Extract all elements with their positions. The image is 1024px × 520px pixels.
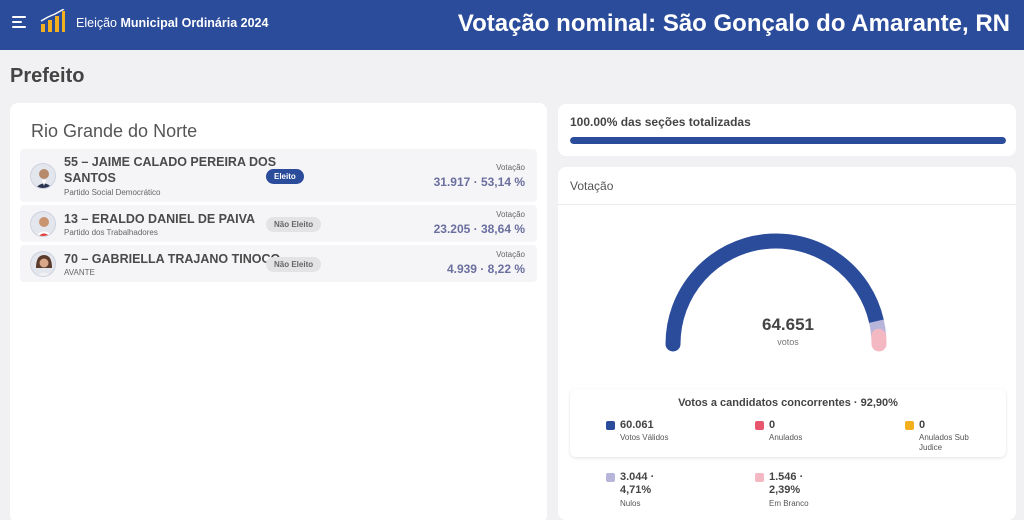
summary-box: Votos a candidatos concorrentes · 92,90%… [570, 389, 1006, 457]
vote-value: 4.939 · 8,22 % [446, 262, 525, 276]
election-prefix: Eleição [76, 16, 117, 30]
state-title: Rio Grande do Norte [31, 121, 198, 141]
legend-dot [755, 473, 764, 482]
candidate-name-line2: SANTOS [64, 171, 116, 185]
vote-label: Votação [496, 163, 525, 172]
vote-label: Votação [496, 210, 525, 219]
legend-label: Votos Válidos [620, 433, 669, 442]
total-votes-unit: votos [777, 337, 799, 347]
legend-value: 60.061 [620, 419, 654, 431]
legend-label: Anulados [769, 433, 803, 442]
vote-value: 31.917 · 53,14 % [433, 175, 525, 189]
candidate-party: Partido Social Democrático [64, 188, 161, 197]
status-badge: Não Eleito [266, 217, 322, 232]
legend-value: 0 [769, 419, 776, 431]
legend-label: Em Branco [769, 499, 809, 508]
divider [558, 204, 1016, 205]
election-title: Eleição Municipal Ordinária 2024 [76, 16, 268, 30]
page-title: Votação nominal: São Gonçalo do Amarante… [457, 10, 1010, 37]
top-bar: Eleição Municipal Ordinária 2024 Votação… [0, 0, 1024, 50]
gauge-arc-validos [665, 233, 884, 352]
election-name: Municipal Ordinária 2024 [120, 16, 269, 30]
votacao-title: Votação [570, 179, 614, 193]
progress-fill [570, 137, 1006, 144]
legend-label: Anulados Sub Judice [919, 433, 969, 452]
legend-dot [606, 421, 615, 430]
candidate-party: AVANTE [64, 268, 95, 277]
status-badge: Eleito [266, 169, 304, 184]
legend-dot [905, 421, 914, 430]
candidate-row[interactable]: 13 – ERALDO DANIEL DE PAIVA Partido dos … [20, 205, 537, 242]
candidate-avatar [30, 163, 56, 189]
candidate-party: Partido dos Trabalhadores [64, 228, 158, 237]
office-title: Prefeito [10, 65, 85, 87]
progress-bar [570, 137, 1006, 144]
legend-dot [606, 473, 615, 482]
candidate-avatar [30, 211, 56, 237]
progress-card: 100.00% das seções totalizadas [558, 104, 1016, 156]
candidate-name-line1: 55 – JAIME CALADO PEREIRA DOS [64, 155, 277, 169]
candidate-row[interactable]: 55 – JAIME CALADO PEREIRA DOS SANTOS Par… [20, 149, 537, 202]
candidate-name: 70 – GABRIELLA TRAJANO TINOCO [64, 252, 281, 266]
progress-label: 100.00% das seções totalizadas [570, 115, 751, 129]
bar-chart-logo-icon [40, 9, 65, 32]
vote-label: Votação [496, 250, 525, 259]
legend-label: Nulos [620, 499, 641, 508]
legend-value: 0 [919, 419, 926, 431]
candidates-card: Rio Grande do Norte 55 – JAIME CALADO PE… [10, 103, 547, 520]
legend-value: 3.044 · 4,71% [620, 471, 655, 496]
status-badge: Não Eleito [266, 257, 322, 272]
menu-icon[interactable] [12, 15, 28, 29]
candidate-row[interactable]: 70 – GABRIELLA TRAJANO TINOCO AVANTE Não… [20, 245, 537, 282]
summary-title: Votos a candidatos concorrentes · 92,90% [678, 397, 898, 409]
total-votes: 64.651 [762, 315, 814, 334]
votacao-card: Votação 64.651 votos Votos a candidatos … [558, 167, 1016, 520]
candidate-avatar [30, 251, 56, 277]
votes-gauge [665, 233, 887, 352]
legend-dot [755, 421, 764, 430]
legend-value: 1.546 · 2,39% [769, 471, 804, 496]
vote-value: 23.205 · 38,64 % [433, 222, 525, 236]
candidate-name: 55 – JAIME CALADO PEREIRA DOS SANTOS [64, 154, 276, 186]
candidate-name: 13 – ERALDO DANIEL DE PAIVA [64, 212, 256, 226]
